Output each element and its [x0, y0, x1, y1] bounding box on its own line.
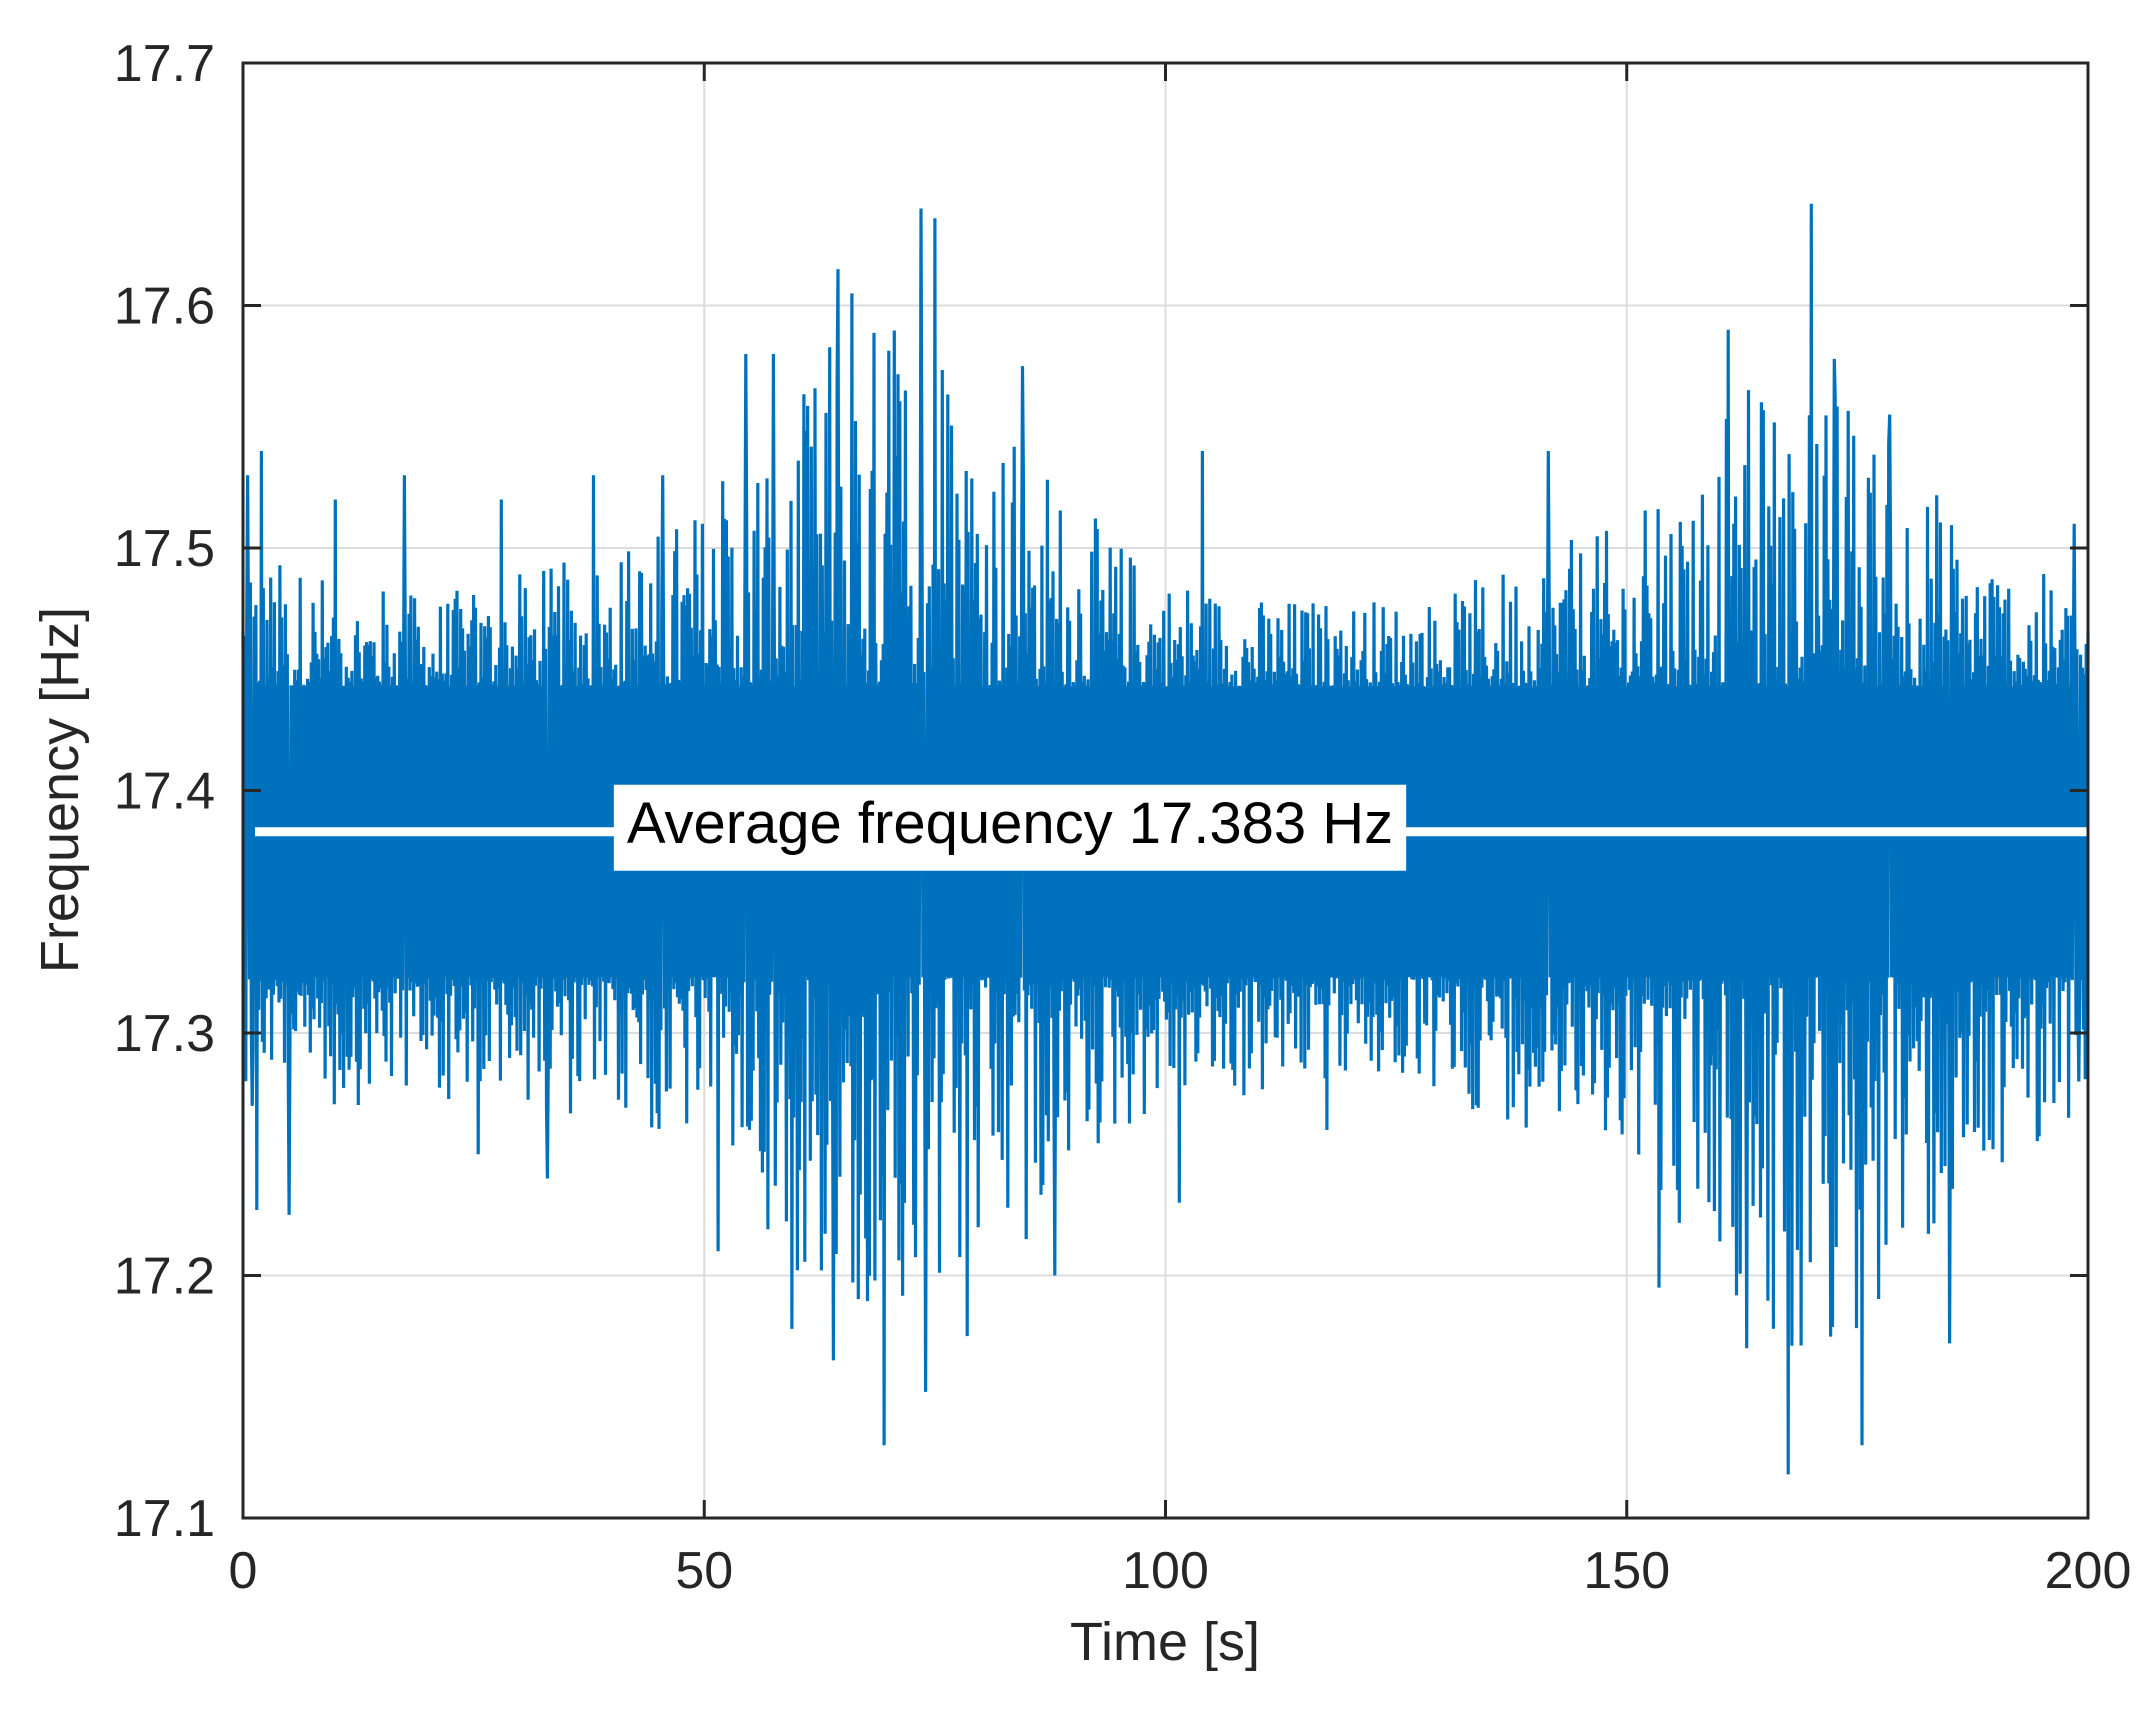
x-tick-label-50: 50	[675, 1542, 733, 1600]
y-tick-label-17.7: 17.7	[114, 35, 215, 93]
y-axis-ticks: 17.1 17.2 17.3 17.4 17.5 17.6 17.7	[114, 35, 2088, 1548]
y-tick-label-17.1: 17.1	[114, 1490, 215, 1548]
y-tick-label-17.2: 17.2	[114, 1248, 215, 1306]
average-line-group: Average frequency 17.383 Hz	[255, 784, 2088, 871]
x-axis-label: Time [s]	[1070, 1612, 1260, 1672]
x-tick-label-100: 100	[1122, 1542, 1209, 1600]
average-annotation-box	[613, 784, 1407, 871]
x-tick-label-0: 0	[229, 1542, 258, 1600]
y-tick-label-17.5: 17.5	[114, 520, 215, 578]
x-axis-ticks: 0 50 100 150 200	[229, 63, 2132, 1600]
x-tick-label-200: 200	[2045, 1542, 2132, 1600]
x-tick-label-150: 150	[1583, 1542, 1670, 1600]
y-tick-label-17.3: 17.3	[114, 1005, 215, 1063]
average-annotation-label: Average frequency 17.383 Hz	[627, 791, 1393, 856]
y-axis-label: Frequency [Hz]	[30, 607, 90, 973]
y-tick-label-17.4: 17.4	[114, 763, 215, 821]
y-tick-label-17.6: 17.6	[114, 278, 215, 336]
